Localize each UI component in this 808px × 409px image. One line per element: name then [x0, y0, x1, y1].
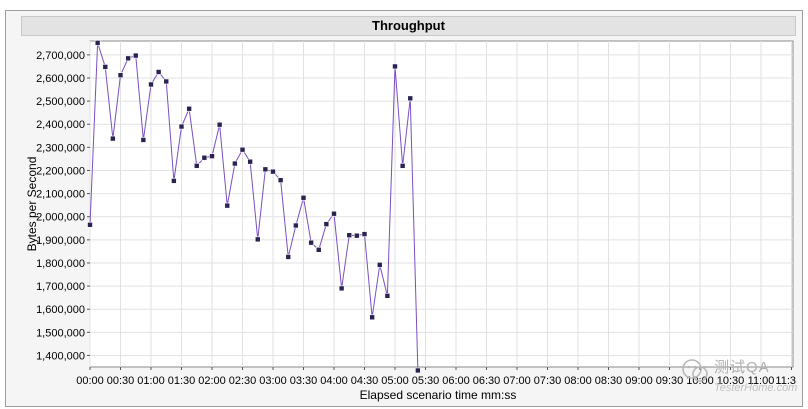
y-tick-label: 1,700,000 [36, 281, 85, 293]
y-tick-label: 2,100,000 [36, 189, 85, 201]
data-point [338, 285, 345, 292]
data-point [354, 232, 360, 239]
data-point [285, 254, 292, 260]
y-tick-label: 2,600,000 [36, 73, 85, 85]
data-point [94, 40, 101, 46]
wechat-logo-icon [682, 359, 708, 382]
data-point [239, 146, 246, 153]
x-tick-label: 09:30 [656, 375, 684, 387]
data-point [308, 239, 314, 246]
y-axis-ticks: 1,400,000 1,500,000 1,600,000 1,700,000 1,80… [36, 50, 90, 362]
x-tick-label: 00:30 [107, 375, 135, 387]
x-tick-label: 08:30 [595, 375, 623, 387]
data-point [171, 178, 177, 184]
series-markers [87, 40, 421, 374]
plot-area [89, 40, 794, 368]
x-tick-label: 10:30 [717, 375, 745, 387]
data-point [293, 222, 299, 229]
data-point [216, 121, 223, 128]
data-point [224, 202, 231, 209]
y-tick-label: 1,900,000 [36, 235, 85, 247]
y-tick-label: 1,400,000 [36, 350, 85, 362]
data-point [369, 314, 375, 321]
data-point [117, 72, 124, 79]
x-tick-label: 00:00 [76, 375, 104, 387]
data-point [262, 166, 269, 173]
data-point [132, 52, 139, 59]
data-point [315, 246, 322, 253]
x-tick-label: 08:00 [564, 375, 592, 387]
x-tick-label: 09:00 [625, 375, 653, 387]
data-point [415, 367, 421, 374]
y-tick-label: 2,200,000 [36, 165, 85, 177]
x-tick-label: 02:30 [229, 375, 257, 387]
x-tick-label: 05:30 [412, 375, 440, 387]
x-tick-label: 05:00 [381, 375, 409, 387]
x-tick-label: 06:30 [473, 375, 501, 387]
x-tick-label: 11:3 [775, 375, 796, 387]
x-tick-label: 04:30 [351, 375, 379, 387]
data-point [247, 158, 253, 165]
data-point [331, 210, 337, 217]
data-point [201, 154, 208, 161]
watermark: 测试QA TesterHome.com [680, 352, 804, 406]
y-tick-label: 2,300,000 [36, 142, 85, 154]
data-point [254, 236, 261, 243]
y-tick-label: 2,700,000 [36, 50, 85, 62]
y-tick-label: 2,000,000 [36, 212, 85, 224]
data-point [300, 194, 307, 201]
data-point [87, 222, 93, 228]
x-tick-label: 02:00 [198, 375, 226, 387]
x-tick-label: 03:30 [290, 375, 318, 387]
x-tick-label: 07:30 [534, 375, 562, 387]
x-tick-label: 03:00 [259, 375, 287, 387]
data-point [407, 95, 414, 102]
window-top-strip [0, 0, 808, 10]
chart-title: Throughput [21, 16, 796, 36]
data-point [140, 137, 147, 143]
x-axis-ticks: 00:00 00:30 01:00 01:30 02:00 02:30 03:00 03:30… [76, 367, 796, 387]
y-axis-label: Bytes per Second [25, 157, 39, 252]
data-point [399, 163, 406, 169]
data-point [209, 153, 215, 159]
y-tick-label: 1,500,000 [36, 327, 85, 339]
x-tick-label: 01:00 [137, 375, 165, 387]
data-point [270, 168, 276, 175]
data-point [102, 64, 109, 70]
data-point [361, 231, 368, 237]
data-point [125, 55, 131, 62]
watermark-name: 测试QA [714, 359, 770, 376]
y-tick-label: 2,400,000 [36, 119, 85, 131]
data-point [186, 105, 192, 112]
data-point [346, 232, 353, 239]
y-tick-label: 1,800,000 [36, 258, 85, 270]
data-point [110, 135, 116, 142]
x-tick-label: 04:00 [320, 375, 348, 387]
x-tick-label: 11:00 [748, 375, 775, 387]
watermark-sub: TesterHome.com [714, 382, 798, 394]
y-tick-label: 1,600,000 [36, 304, 85, 316]
data-point [392, 63, 398, 70]
data-point [277, 177, 284, 183]
data-point [376, 262, 383, 268]
grid-lines [89, 41, 793, 367]
y-tick-label: 2,500,000 [36, 96, 85, 108]
data-point [163, 78, 170, 85]
x-tick-label: 07:00 [503, 375, 531, 387]
x-tick-label: 01:30 [168, 375, 196, 387]
data-point [148, 81, 154, 88]
data-point [384, 292, 391, 299]
data-point [232, 160, 238, 167]
x-axis-label: Elapsed scenario time mm:ss [360, 388, 517, 402]
data-point [178, 123, 185, 130]
x-tick-label: 06:00 [442, 375, 470, 387]
data-point [323, 221, 330, 227]
data-point [155, 69, 162, 75]
data-point [193, 163, 200, 169]
